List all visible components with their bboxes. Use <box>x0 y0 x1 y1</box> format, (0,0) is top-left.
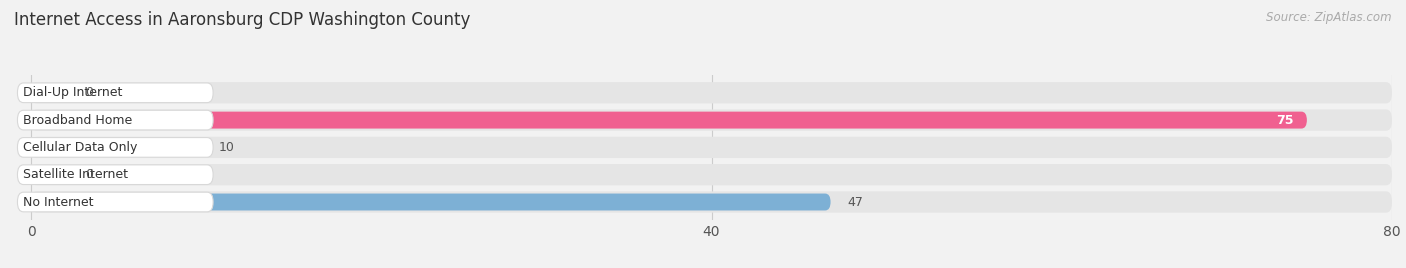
FancyBboxPatch shape <box>31 191 1392 213</box>
Text: Internet Access in Aaronsburg CDP Washington County: Internet Access in Aaronsburg CDP Washin… <box>14 11 471 29</box>
Text: 0: 0 <box>86 86 94 99</box>
Text: 47: 47 <box>848 196 863 209</box>
FancyBboxPatch shape <box>31 139 201 156</box>
FancyBboxPatch shape <box>17 165 214 185</box>
Text: 0: 0 <box>86 168 94 181</box>
FancyBboxPatch shape <box>31 84 73 101</box>
Text: Dial-Up Internet: Dial-Up Internet <box>24 86 122 99</box>
FancyBboxPatch shape <box>31 137 1392 158</box>
FancyBboxPatch shape <box>31 166 73 183</box>
Text: 10: 10 <box>218 141 233 154</box>
Text: Satellite Internet: Satellite Internet <box>24 168 128 181</box>
Text: Cellular Data Only: Cellular Data Only <box>24 141 138 154</box>
FancyBboxPatch shape <box>17 192 214 212</box>
Text: No Internet: No Internet <box>24 196 94 209</box>
FancyBboxPatch shape <box>31 193 831 210</box>
Text: 75: 75 <box>1275 114 1294 126</box>
Text: Broadband Home: Broadband Home <box>24 114 132 126</box>
FancyBboxPatch shape <box>31 82 1392 103</box>
FancyBboxPatch shape <box>31 164 1392 185</box>
Text: Source: ZipAtlas.com: Source: ZipAtlas.com <box>1267 11 1392 24</box>
FancyBboxPatch shape <box>17 110 214 130</box>
FancyBboxPatch shape <box>31 112 1308 129</box>
FancyBboxPatch shape <box>17 137 214 157</box>
FancyBboxPatch shape <box>31 109 1392 131</box>
FancyBboxPatch shape <box>17 83 214 103</box>
